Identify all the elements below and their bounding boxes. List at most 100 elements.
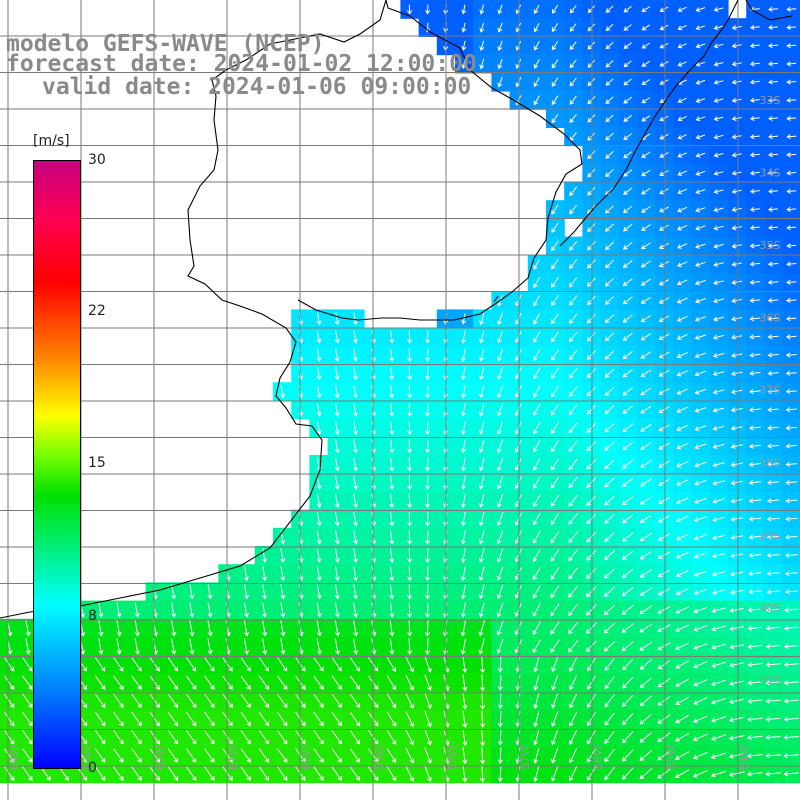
wind-arrow xyxy=(731,134,742,140)
wind-arrow xyxy=(639,587,652,596)
wind-arrow xyxy=(767,352,779,358)
wind-arrow xyxy=(424,656,432,673)
wind-arrow xyxy=(460,584,466,600)
wind-arrow xyxy=(713,261,724,267)
wind-arrow xyxy=(479,366,485,381)
wind-arrow xyxy=(478,638,485,655)
wind-arrow xyxy=(25,638,31,655)
wind-arrow xyxy=(551,59,559,69)
wind-arrow xyxy=(550,639,560,654)
wind-arrow xyxy=(728,771,745,777)
colorbar-unit: [m/s] xyxy=(33,133,70,149)
wind-arrow xyxy=(677,6,687,12)
wind-arrow xyxy=(407,421,413,436)
wind-arrow xyxy=(349,657,361,672)
wind-arrow xyxy=(424,765,432,783)
wind-arrow xyxy=(658,242,670,249)
wind-arrow xyxy=(386,675,397,691)
wind-arrow xyxy=(694,370,707,377)
wind-arrow xyxy=(749,170,760,176)
wind-arrow xyxy=(334,330,340,344)
wind-arrow xyxy=(551,4,559,14)
wind-arrow xyxy=(389,584,395,600)
wind-arrow xyxy=(258,711,270,727)
wind-arrow xyxy=(639,659,652,670)
wind-arrow xyxy=(640,351,652,359)
wind-arrow xyxy=(568,549,578,562)
wind-arrow xyxy=(185,766,197,781)
wind-arrow xyxy=(568,603,579,617)
wind-arrow xyxy=(262,620,268,637)
wind-arrow xyxy=(479,330,485,344)
wind-arrow xyxy=(767,297,779,304)
wind-arrow xyxy=(622,350,633,360)
wind-arrow xyxy=(623,5,632,13)
wind-arrow xyxy=(569,313,578,324)
wind-arrow xyxy=(352,330,358,344)
colorbar-tick: 22 xyxy=(88,303,106,319)
wind-arrow xyxy=(712,334,725,340)
wind-arrow xyxy=(460,493,466,509)
wind-arrow xyxy=(569,331,578,343)
wind-arrow xyxy=(497,747,503,765)
wind-arrow xyxy=(768,6,779,12)
wind-arrow xyxy=(640,260,651,268)
wind-arrow xyxy=(334,638,341,655)
wind-arrow xyxy=(113,748,124,763)
wind-arrow xyxy=(657,569,671,578)
wind-arrow xyxy=(785,534,798,540)
wind-arrow xyxy=(730,443,743,449)
wind-arrow xyxy=(550,621,560,635)
wind-arrow xyxy=(749,316,761,322)
wind-arrow xyxy=(280,638,286,655)
wind-arrow xyxy=(747,698,763,704)
wind-arrow xyxy=(786,61,797,67)
wind-arrow xyxy=(461,4,467,15)
wind-arrow xyxy=(460,530,466,545)
wind-arrow xyxy=(334,312,340,326)
wind-arrow xyxy=(767,334,779,340)
wind-arrow xyxy=(497,312,504,326)
wind-arrow xyxy=(243,602,249,618)
wind-arrow xyxy=(623,60,632,68)
wind-arrow xyxy=(730,462,743,468)
wind-arrow xyxy=(713,116,724,122)
wind-arrow xyxy=(657,768,671,779)
wind-arrow xyxy=(639,695,653,707)
wind-arrow xyxy=(676,406,689,413)
wind-arrow xyxy=(676,261,688,268)
wind-arrow xyxy=(496,548,504,563)
wind-arrow xyxy=(568,458,578,471)
wind-arrow xyxy=(316,475,322,490)
wind-arrow xyxy=(424,529,431,545)
wind-arrow xyxy=(731,25,742,31)
wind-arrow xyxy=(677,243,688,249)
wind-arrow xyxy=(425,330,431,344)
wind-arrow xyxy=(731,316,743,322)
wind-arrow xyxy=(316,511,322,527)
wind-arrow xyxy=(604,550,616,561)
wind-arrow xyxy=(405,711,414,728)
wind-arrow xyxy=(713,79,724,85)
wind-arrow xyxy=(532,476,541,490)
wind-arrow xyxy=(693,570,707,577)
wind-arrow xyxy=(280,602,286,618)
wind-arrow xyxy=(171,602,177,618)
wind-arrow xyxy=(676,424,689,432)
wind-arrow xyxy=(425,384,431,399)
wind-arrow xyxy=(622,369,633,378)
wind-arrow xyxy=(276,675,288,690)
wind-arrow xyxy=(659,42,669,49)
wind-arrow xyxy=(316,620,322,637)
wind-arrow xyxy=(276,711,288,727)
wind-arrow xyxy=(676,315,688,322)
wind-arrow xyxy=(389,348,395,362)
wind-arrow xyxy=(730,516,744,522)
wind-arrow xyxy=(641,6,651,13)
wind-arrow xyxy=(731,243,742,249)
latitude-label: 36S xyxy=(760,312,781,325)
wind-arrow xyxy=(497,40,503,51)
wind-arrow xyxy=(533,675,540,691)
wind-arrow xyxy=(407,566,413,582)
wind-arrow xyxy=(424,548,431,564)
